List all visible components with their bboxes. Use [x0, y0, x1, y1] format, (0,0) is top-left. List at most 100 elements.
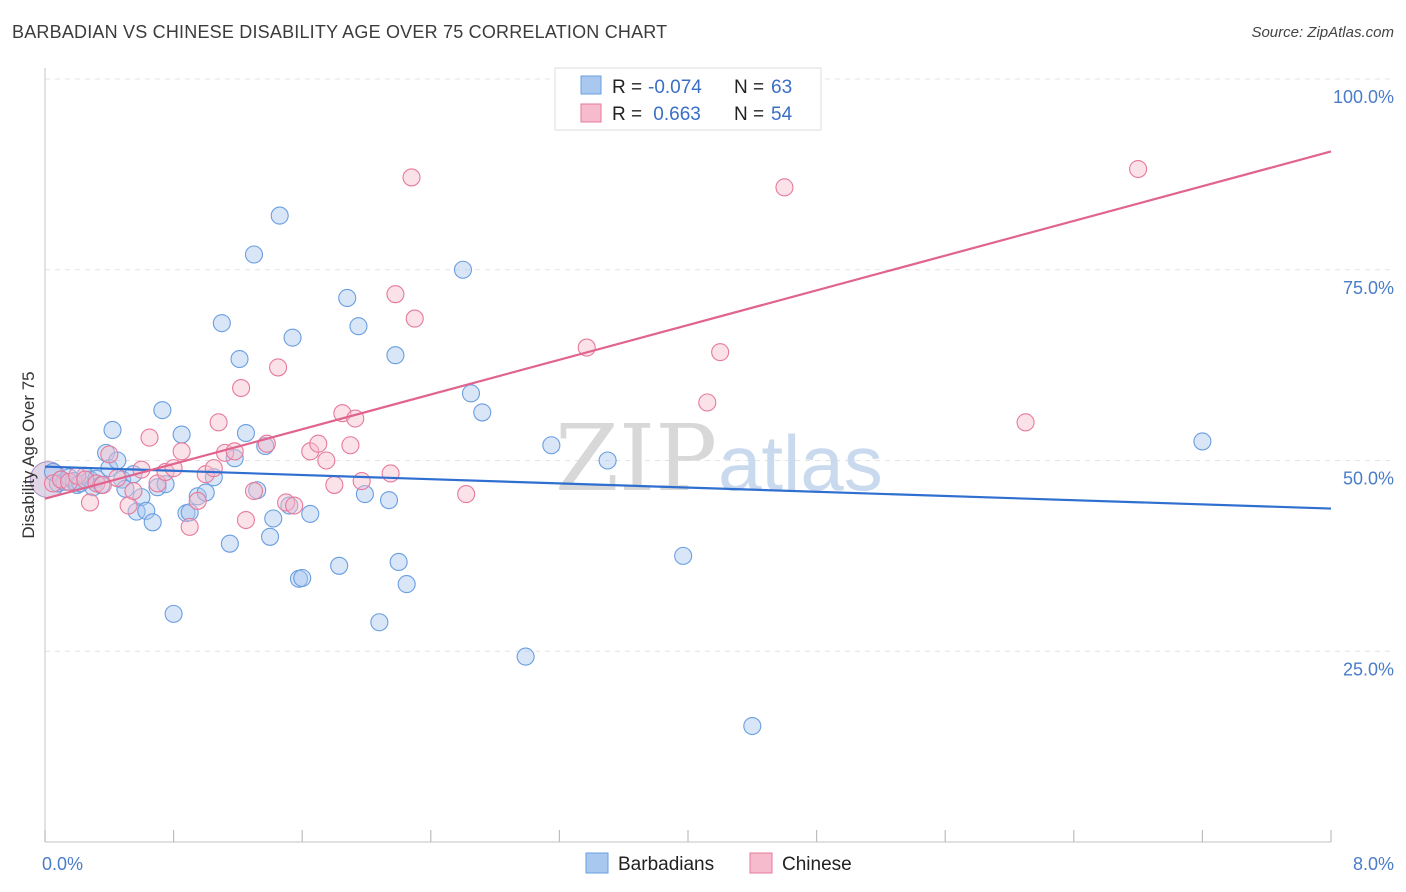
point-chinese	[1016, 413, 1035, 432]
point-barbadians	[389, 552, 408, 572]
point-chinese	[1129, 159, 1148, 179]
point-barbadians	[280, 496, 299, 515]
point-chinese	[386, 285, 405, 304]
point-chinese	[119, 496, 138, 515]
bottom-legend: Barbadians Chinese	[585, 852, 852, 875]
point-barbadians	[379, 491, 399, 510]
x-axis-max-label: 8.0%	[1353, 854, 1394, 874]
x-ticks	[44, 830, 1332, 842]
y-tick-label: 50.0%	[1343, 469, 1394, 489]
chart-title: BARBADIAN VS CHINESE DISABILITY AGE OVER…	[12, 22, 668, 42]
legend-r-label-2: R =	[612, 104, 642, 125]
legend-r-value-1: -0.074	[648, 77, 702, 98]
y-axis-title: Disability Age Over 75	[19, 371, 38, 538]
point-barbadians	[516, 647, 535, 666]
point-chinese	[381, 464, 400, 483]
legend-r-value-2: 0.663	[648, 104, 701, 125]
watermark-zip: ZIP	[555, 405, 717, 512]
bottom-legend-chinese: Chinese	[782, 854, 852, 875]
point-barbadians	[1193, 432, 1212, 451]
bottom-legend-barbadians: Barbadians	[618, 854, 714, 875]
point-chinese	[124, 481, 143, 501]
point-chinese	[775, 178, 794, 197]
point-barbadians	[473, 403, 492, 422]
point-chinese	[285, 496, 304, 515]
point-barbadians	[542, 436, 561, 455]
point-chinese	[209, 413, 228, 432]
trendline-barbadians	[44, 465, 1332, 510]
point-barbadians	[172, 425, 191, 444]
point-barbadians	[230, 349, 249, 369]
bottom-legend-swatch-chinese	[749, 852, 773, 874]
point-chinese	[405, 309, 424, 328]
point-chinese	[180, 517, 199, 536]
point-barbadians	[137, 501, 156, 520]
legend-swatch-barbadians	[580, 75, 602, 95]
data-points	[29, 159, 1212, 736]
point-chinese	[244, 481, 264, 501]
legend-swatch-chinese	[580, 103, 602, 123]
y-tick-label: 100.0%	[1333, 87, 1394, 107]
point-chinese	[352, 472, 371, 491]
point-barbadians	[743, 716, 762, 736]
y-tick-label: 25.0%	[1343, 659, 1394, 679]
legend-n-value-1: 63	[771, 77, 792, 98]
bottom-legend-swatch-barbadians	[585, 852, 609, 874]
legend-n-label-1: N =	[734, 77, 764, 98]
point-barbadians	[397, 575, 416, 594]
point-barbadians	[598, 451, 617, 470]
point-chinese	[711, 343, 730, 362]
point-barbadians	[244, 245, 264, 264]
point-barbadians	[153, 401, 172, 420]
point-barbadians	[103, 420, 122, 440]
point-chinese	[236, 510, 255, 530]
point-chinese	[140, 428, 159, 447]
point-barbadians	[283, 328, 302, 347]
point-chinese	[341, 436, 360, 455]
point-barbadians	[143, 513, 162, 532]
point-chinese	[188, 491, 207, 510]
point-chinese	[80, 493, 100, 512]
point-chinese	[232, 378, 251, 398]
point-barbadians	[164, 604, 183, 623]
point-barbadians	[370, 613, 389, 632]
point-barbadians	[225, 449, 244, 468]
point-chinese	[402, 168, 421, 187]
point-chinese	[100, 445, 119, 464]
point-barbadians	[212, 314, 231, 333]
y-tick-label: 75.0%	[1343, 278, 1394, 298]
point-chinese	[317, 451, 336, 470]
point-barbadians	[236, 423, 255, 443]
point-chinese	[172, 442, 191, 461]
legend-n-label-2: N =	[734, 104, 764, 125]
point-chinese	[204, 459, 223, 478]
point-chinese	[698, 393, 717, 412]
point-barbadians	[330, 556, 349, 575]
legend-r-label-1: R =	[612, 77, 642, 98]
point-chinese	[325, 475, 344, 494]
point-barbadians	[220, 534, 239, 553]
point-barbadians	[293, 568, 312, 588]
trendline-chinese	[44, 150, 1332, 500]
legend-n-value-2: 54	[771, 104, 793, 125]
point-barbadians	[270, 206, 289, 225]
point-chinese	[269, 358, 288, 377]
x-axis-min-label: 0.0%	[42, 854, 83, 874]
point-barbadians	[349, 317, 368, 336]
point-chinese	[309, 434, 328, 453]
legend-box: R = -0.074 N = 63 R = 0.663 N = 54	[554, 67, 822, 131]
point-chinese	[457, 485, 476, 504]
point-barbadians	[301, 504, 320, 523]
point-barbadians	[338, 288, 357, 308]
point-barbadians	[260, 527, 280, 546]
source-label: Source: ZipAtlas.com	[1251, 24, 1394, 41]
point-barbadians	[674, 546, 693, 565]
point-barbadians	[461, 384, 481, 403]
grid	[45, 78, 1392, 652]
point-barbadians	[264, 509, 283, 528]
y-tick-labels: 100.0% 75.0% 50.0% 25.0%	[1333, 87, 1394, 679]
point-barbadians	[453, 260, 473, 279]
trend-lines	[44, 150, 1332, 510]
point-barbadians	[386, 346, 405, 365]
